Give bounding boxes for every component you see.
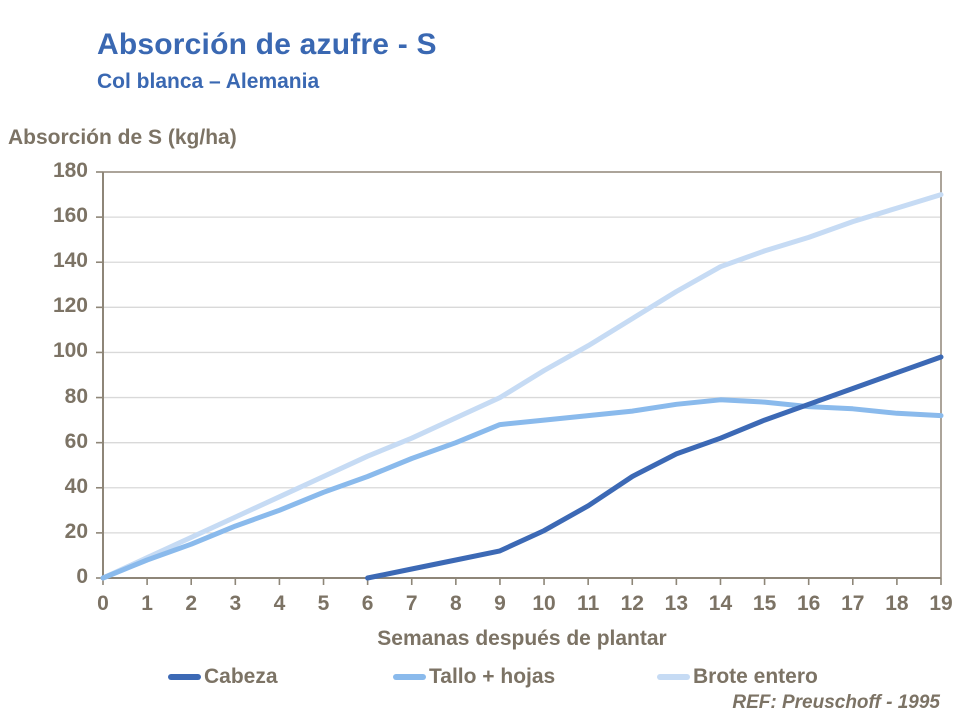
y-tick-label: 40 [64,474,88,498]
x-tick-label: 10 [532,592,556,615]
legend-swatch-brote-entero [657,674,690,680]
x-tick-label: 13 [664,592,689,615]
chart-title: Absorción de azufre - S [97,28,437,61]
x-axis-title: Semanas después de plantar [377,627,667,650]
legend-label-brote-entero: Brote entero [693,665,818,688]
y-tick-label: 60 [64,429,88,453]
legend-item-brote-entero: Brote entero [657,664,818,690]
y-tick-label: 140 [52,249,88,273]
x-tick-label: 5 [317,592,330,615]
x-tick-label: 17 [841,592,865,615]
x-tick-label: 1 [141,592,153,615]
x-tick-label: 6 [361,592,374,615]
x-tick-label: 19 [929,592,953,615]
y-tick-label: 100 [52,339,88,363]
x-tick-label: 0 [97,592,109,615]
x-tick-label: 11 [577,592,600,615]
x-tick-label: 4 [273,592,286,615]
x-tick-label: 16 [796,592,821,615]
x-tick-label: 3 [229,592,242,615]
x-tick-label: 14 [708,592,733,615]
y-tick-label: 160 [52,204,88,228]
legend-label-tallo-hojas: Tallo + hojas [429,665,556,688]
x-tick-label: 15 [752,592,777,615]
y-tick-label: 80 [64,384,88,408]
x-tick-label: 8 [449,592,462,615]
legend-item-cabeza: Cabeza [168,664,278,690]
reference-text: REF: Preuschoff - 1995 [732,692,940,713]
legend-swatch-cabeza [168,674,201,680]
y-tick-label: 180 [52,159,88,182]
legend-swatch-tallo-hojas [393,674,426,680]
legend-item-tallo-hojas: Tallo + hojas [393,664,555,690]
legend-label-cabeza: Cabeza [204,665,278,688]
y-tick-label: 120 [52,294,88,318]
x-tick-label: 9 [494,592,506,615]
y-axis-title: Absorción de S (kg/ha) [8,126,237,149]
y-tick-label: 20 [64,519,88,543]
x-tick-label: 12 [620,592,644,615]
y-tick-label: 0 [76,565,88,588]
x-tick-label: 2 [185,592,198,615]
x-tick-label: 7 [405,592,418,615]
chart-subtitle: Col blanca – Alemania [97,70,320,93]
x-tick-label: 18 [885,592,909,615]
